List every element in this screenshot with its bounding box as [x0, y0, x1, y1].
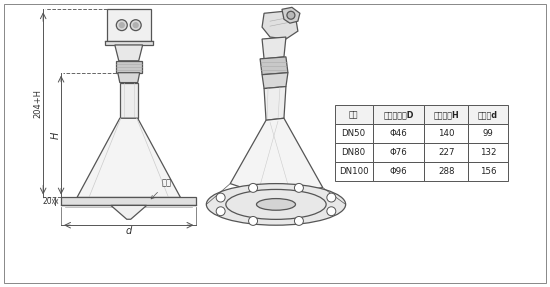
Polygon shape — [118, 73, 140, 83]
Text: Φ96: Φ96 — [389, 167, 407, 176]
Text: 132: 132 — [480, 148, 496, 157]
Circle shape — [294, 216, 304, 225]
Polygon shape — [111, 205, 147, 219]
Polygon shape — [116, 61, 142, 73]
Text: 法兰: 法兰 — [349, 110, 359, 119]
Polygon shape — [262, 73, 288, 88]
Circle shape — [249, 183, 257, 192]
Polygon shape — [262, 37, 286, 59]
Circle shape — [116, 20, 127, 31]
Circle shape — [216, 207, 225, 216]
Text: 156: 156 — [480, 167, 496, 176]
Bar — [372, 105, 424, 124]
Circle shape — [294, 183, 304, 192]
Circle shape — [216, 193, 225, 202]
Text: 四螺盘d: 四螺盘d — [478, 110, 498, 119]
Text: d: d — [125, 226, 132, 236]
Bar — [424, 143, 468, 162]
Bar — [372, 162, 424, 181]
Bar — [424, 105, 468, 124]
Bar — [424, 124, 468, 143]
Text: 140: 140 — [438, 129, 454, 138]
Polygon shape — [120, 83, 138, 118]
Polygon shape — [264, 87, 286, 120]
Bar — [107, 9, 151, 41]
Text: DN80: DN80 — [342, 148, 366, 157]
Circle shape — [327, 207, 336, 216]
Ellipse shape — [226, 189, 326, 219]
Bar — [468, 162, 508, 181]
Circle shape — [133, 23, 138, 28]
Text: H: H — [51, 131, 61, 139]
Bar — [335, 105, 372, 124]
Bar — [372, 124, 424, 143]
Text: 227: 227 — [438, 148, 454, 157]
Circle shape — [327, 193, 336, 202]
Bar — [335, 143, 372, 162]
Text: Φ46: Φ46 — [389, 129, 407, 138]
Bar — [372, 143, 424, 162]
Bar — [335, 162, 372, 181]
Circle shape — [287, 11, 295, 19]
Polygon shape — [115, 45, 142, 61]
Text: 法兰: 法兰 — [151, 179, 172, 199]
Circle shape — [249, 216, 257, 225]
Circle shape — [130, 20, 141, 31]
Bar — [105, 41, 152, 45]
Polygon shape — [262, 11, 298, 39]
Text: 204+H: 204+H — [34, 89, 43, 118]
Bar — [468, 124, 508, 143]
Polygon shape — [61, 197, 196, 205]
Ellipse shape — [256, 199, 295, 210]
Bar — [468, 143, 508, 162]
Text: DN50: DN50 — [342, 129, 366, 138]
Text: 喇叭口直径D: 喇叭口直径D — [383, 110, 414, 119]
Bar — [468, 105, 508, 124]
Bar — [335, 124, 372, 143]
Text: 20: 20 — [42, 197, 52, 206]
Polygon shape — [77, 118, 180, 197]
Text: 288: 288 — [438, 167, 454, 176]
Polygon shape — [230, 118, 323, 193]
Text: 99: 99 — [482, 129, 493, 138]
Polygon shape — [260, 57, 288, 75]
Polygon shape — [282, 7, 300, 23]
Text: 喇叭高度H: 喇叭高度H — [433, 110, 459, 119]
Text: Φ76: Φ76 — [389, 148, 407, 157]
Text: DN100: DN100 — [339, 167, 369, 176]
Ellipse shape — [206, 184, 345, 225]
Bar — [424, 162, 468, 181]
Circle shape — [119, 23, 124, 28]
